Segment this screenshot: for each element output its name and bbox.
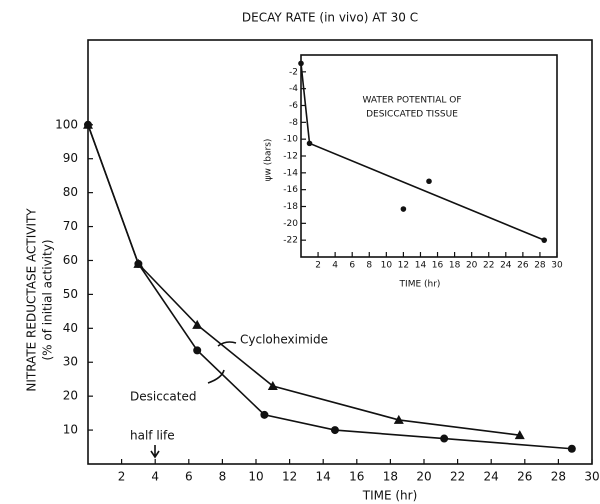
point <box>306 140 313 147</box>
x-tick-label: 16 <box>349 470 364 484</box>
leader <box>207 369 225 384</box>
x-tick-label: 18 <box>449 261 461 271</box>
inset-title: WATER POTENTIAL OF <box>362 96 461 106</box>
y-tick-label: 20 <box>63 389 78 403</box>
marker <box>134 259 143 268</box>
y-axis-label: NITRATE REDUCTASE ACTIVITY <box>25 208 39 392</box>
x-tick-label: 30 <box>551 261 563 271</box>
y-axis-sublabel: (% of initial activity) <box>41 239 55 360</box>
x-tick-label: 20 <box>416 470 431 484</box>
x-tick-label: 14 <box>415 261 427 271</box>
x-tick-label: 4 <box>151 470 159 484</box>
x-tick-label: 30 <box>584 470 599 484</box>
y-tick-label: 10 <box>63 423 78 437</box>
y-tick-label: 30 <box>63 355 78 369</box>
point <box>541 237 547 243</box>
marker <box>440 434 449 443</box>
x-tick-label: 24 <box>484 470 499 484</box>
x-tick-label: 12 <box>398 261 409 271</box>
x-tick-label: 10 <box>248 470 263 484</box>
y-tick-label: -6 <box>289 101 298 111</box>
marker <box>192 319 203 329</box>
y-tick-label: -18 <box>283 202 298 212</box>
annotation: half life <box>130 429 175 443</box>
x-tick-label: 18 <box>383 470 398 484</box>
marker <box>393 414 404 424</box>
x-tick-label: 26 <box>517 261 529 271</box>
x-tick-label: 4 <box>332 261 338 271</box>
point <box>298 60 304 67</box>
y-tick-label: -14 <box>283 168 298 178</box>
leader <box>217 341 237 347</box>
inset-title: DESICCATED TISSUE <box>366 110 458 120</box>
x-tick-label: 10 <box>381 261 393 271</box>
point <box>400 206 407 212</box>
y-tick-label: 80 <box>63 185 78 199</box>
plot-frame <box>87 39 593 465</box>
marker <box>193 346 202 355</box>
y-tick-label: -22 <box>283 236 298 246</box>
y-tick-label: 90 <box>63 151 78 165</box>
fit-line <box>300 63 545 241</box>
marker <box>260 410 269 419</box>
x-tick-label: 22 <box>483 261 494 271</box>
y-tick-label: -16 <box>283 185 298 195</box>
half-life-arrow <box>150 445 160 459</box>
annotation: Desiccated <box>130 390 196 404</box>
x-tick-label: 28 <box>551 470 566 484</box>
y-tick-label: -20 <box>283 219 298 229</box>
annotation: Cycloheximide <box>240 333 328 347</box>
inset-x-label: TIME (hr) <box>399 280 441 290</box>
y-tick-label: -8 <box>289 118 298 128</box>
x-tick-label: 28 <box>534 261 546 271</box>
y-tick-label: 40 <box>63 321 78 335</box>
marker <box>330 426 339 435</box>
point <box>426 178 432 185</box>
x-tick-label: 20 <box>466 261 478 271</box>
x-tick-label: 2 <box>118 470 126 484</box>
x-tick-label: 22 <box>450 470 465 484</box>
marker <box>514 430 525 440</box>
x-axis-label: TIME (hr) <box>362 489 418 503</box>
x-tick-label: 14 <box>316 470 331 484</box>
marker <box>567 444 576 453</box>
chart-title: DECAY RATE (in vivo) AT 30 C <box>242 11 418 25</box>
y-tick-label: -12 <box>283 152 298 162</box>
y-tick-label: -2 <box>289 67 298 77</box>
y-tick-label: 100 <box>55 117 78 131</box>
marker <box>84 120 92 129</box>
x-tick-label: 12 <box>282 470 297 484</box>
x-tick-label: 2 <box>315 261 321 271</box>
x-tick-label: 16 <box>432 261 444 271</box>
x-tick-label: 6 <box>185 470 193 484</box>
marker <box>267 380 278 390</box>
y-tick-label: -10 <box>283 135 298 145</box>
x-tick-label: 8 <box>366 261 372 271</box>
y-tick-label: -4 <box>289 84 298 94</box>
inset-y-label: ψw (bars) <box>264 139 274 182</box>
x-tick-label: 26 <box>517 470 532 484</box>
x-tick-label: 24 <box>500 261 512 271</box>
y-tick-label: 50 <box>63 287 78 301</box>
y-tick-label: 60 <box>63 253 78 267</box>
y-tick-label: 70 <box>63 219 78 233</box>
x-tick-label: 8 <box>219 470 227 484</box>
x-tick-label: 6 <box>349 261 355 271</box>
